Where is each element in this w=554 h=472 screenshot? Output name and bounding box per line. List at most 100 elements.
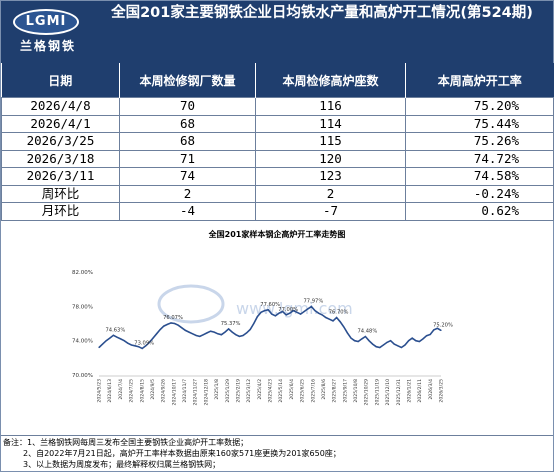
data-point [310, 305, 312, 308]
data-point [141, 347, 143, 350]
cell-rate: 75.44% [405, 114, 554, 133]
data-point [163, 325, 165, 327]
data-point [321, 314, 323, 316]
logo-badge: LGMI [13, 9, 79, 35]
col-header-date: 日期 [1, 63, 120, 98]
data-point [102, 343, 104, 345]
data-point [260, 311, 262, 313]
x-tick-label: 2024/9/26 [161, 379, 167, 403]
header-bar: LGMI 兰格钢铁 全国201家主要钢铁企业日均铁水产量和高炉开工情况(第524… [1, 1, 553, 63]
data-label: 76.07% [163, 315, 183, 321]
data-point [256, 316, 258, 318]
mom-furnaces: -7 [255, 202, 406, 221]
data-point [418, 340, 420, 343]
data-point [156, 333, 158, 335]
table-header-row: 日期 本周检修钢厂数量 本周检修高炉座数 本周高炉开工率 [1, 63, 554, 98]
x-tick-label: 2025/5/14 [278, 379, 284, 403]
col-header-rate: 本周高炉开工率 [405, 63, 554, 98]
table-row: 2026/4/1 68 114 75.44% [1, 114, 554, 133]
y-tick-label: 82.00% [72, 270, 93, 276]
x-tick-label: 2024/8/15 [139, 379, 145, 403]
data-point [202, 334, 204, 336]
data-point [138, 346, 140, 348]
x-tick-label: 2026/2/11 [417, 379, 423, 403]
cell-date: 2026/3/11 [1, 167, 120, 186]
wow-label: 周环比 [1, 184, 120, 203]
cell-furnaces: 123 [255, 167, 406, 186]
cell-mills: 71 [119, 149, 256, 168]
lgmi-logo: LGMI 兰格钢铁 [7, 7, 85, 57]
cell-date: 2026/3/18 [1, 149, 120, 168]
cell-rate: 74.58% [405, 167, 554, 186]
data-point [397, 345, 399, 347]
data-point [354, 340, 356, 342]
data-point [296, 311, 298, 313]
cell-mills: 74 [119, 167, 256, 186]
data-point [390, 340, 392, 342]
x-tick-label: 2024/10/17 [171, 379, 177, 406]
data-point [274, 315, 276, 317]
wow-mills: 2 [119, 184, 256, 203]
data-point [408, 340, 410, 342]
cell-mills: 68 [119, 114, 256, 133]
data-point [318, 312, 320, 314]
y-tick-label: 74.00% [72, 339, 93, 345]
table-row: 2026/3/25 68 115 75.26% [1, 132, 554, 151]
data-point [404, 344, 406, 346]
furnace-table: 日期 本周检修钢厂数量 本周检修高炉座数 本周高炉开工率 2026/4/8 70… [1, 63, 554, 221]
x-tick-label: 2025/12/31 [396, 379, 402, 406]
data-point [217, 333, 219, 335]
wow-row: 周环比 2 2 -0.24% [1, 184, 554, 203]
data-point [188, 331, 190, 333]
data-point [343, 326, 345, 328]
x-tick-label: 2025/12/10 [385, 379, 391, 406]
data-point [98, 346, 100, 349]
x-tick-label: 2026/3/4 [428, 379, 434, 400]
data-point [246, 332, 248, 334]
data-point [415, 340, 417, 342]
data-point [210, 330, 212, 332]
cell-date: 2026/3/25 [1, 132, 120, 151]
col-header-furnaces: 本周检修高炉座数 [255, 63, 406, 98]
cell-furnaces: 115 [255, 132, 406, 151]
data-point [332, 320, 334, 322]
data-point [134, 345, 136, 347]
x-tick-label: 2024/7/25 [129, 379, 135, 403]
data-point [220, 334, 222, 336]
data-point [152, 337, 154, 339]
x-tick-label: 2025/9/17 [342, 379, 348, 403]
x-tick-label: 2024/9/5 [150, 379, 156, 400]
data-point [379, 346, 381, 349]
data-label: 74.48% [358, 329, 378, 335]
data-point [105, 340, 107, 342]
cell-mills: 70 [119, 97, 256, 116]
data-point [393, 343, 395, 345]
x-tick-label: 2025/1/8 [214, 379, 220, 400]
data-point [350, 337, 352, 339]
x-tick-label: 2024/11/27 [193, 379, 199, 406]
data-point [181, 327, 183, 329]
data-point [213, 331, 215, 333]
data-label: 75.37% [221, 321, 241, 327]
data-point [328, 318, 330, 320]
data-point [116, 336, 118, 338]
cell-furnaces: 114 [255, 114, 406, 133]
data-point [267, 309, 269, 311]
data-point [199, 335, 201, 337]
cell-rate: 75.20% [405, 97, 554, 116]
wow-furnaces: 2 [255, 184, 406, 203]
data-point [300, 313, 302, 315]
x-tick-label: 2025/11/19 [374, 379, 380, 406]
x-tick-label: 2025/6/4 [289, 379, 295, 400]
data-point [339, 321, 341, 323]
data-point [177, 324, 179, 326]
data-point [285, 314, 287, 316]
data-point [314, 310, 316, 312]
y-tick-label: 78.00% [72, 304, 93, 310]
notes-block: 备注：1、兰格钢铁网每周三发布全国主要钢铁企业高炉开工率数据； 2、自2022年… [3, 437, 551, 470]
x-tick-label: 2025/3/12 [246, 379, 252, 403]
mom-mills: -4 [119, 202, 256, 221]
data-point [228, 328, 230, 330]
data-point [109, 337, 111, 339]
